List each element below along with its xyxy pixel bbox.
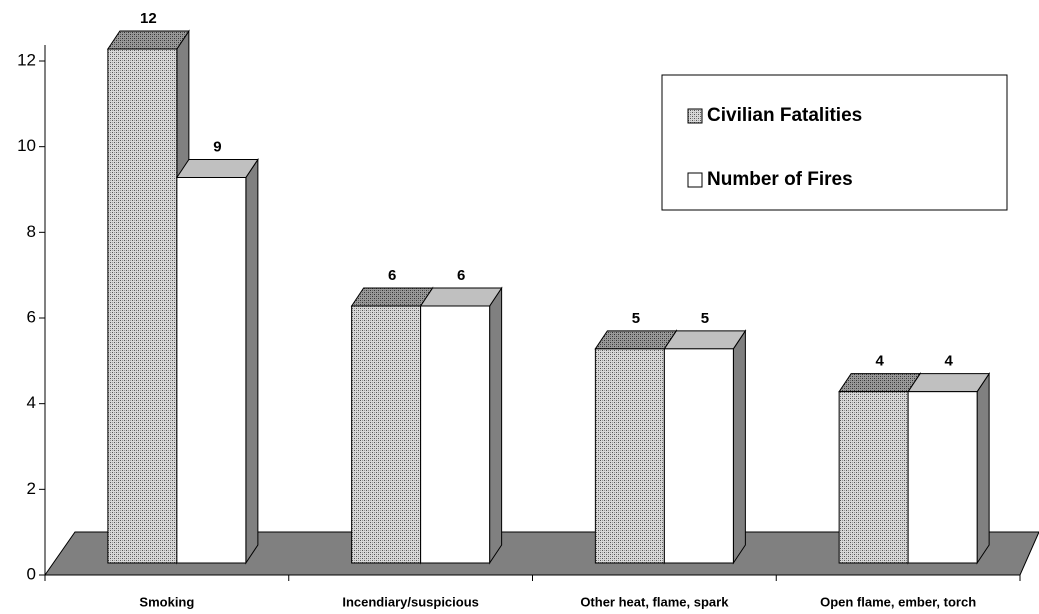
bar-top (663, 330, 747, 350)
bar-side (976, 372, 990, 565)
value-label: 12 (140, 10, 157, 27)
bar (663, 348, 734, 564)
legend-label: Number of Fires (707, 169, 853, 190)
value-label: 4 (944, 353, 953, 370)
legend-box (661, 74, 1008, 211)
bar (107, 48, 178, 564)
bar-side (245, 157, 259, 565)
bar-top (838, 373, 922, 393)
value-label: 9 (213, 138, 221, 155)
bar (907, 391, 978, 564)
bar-top (594, 330, 678, 350)
bar (838, 391, 909, 564)
y-tick-label: 10 (17, 136, 36, 155)
bar (594, 348, 665, 564)
y-tick-label: 0 (27, 564, 36, 583)
bar (420, 305, 491, 564)
legend-swatch (687, 108, 703, 124)
bar-top (350, 287, 434, 307)
legend-swatch (687, 172, 703, 188)
x-tick-label: Smoking (139, 594, 194, 609)
value-label: 5 (701, 310, 709, 327)
y-tick-label: 6 (27, 307, 36, 326)
bar-side (489, 286, 503, 565)
bar-side (732, 329, 746, 565)
y-tick-label: 2 (27, 479, 36, 498)
value-label: 5 (632, 310, 640, 327)
x-tick-label: Open flame, ember, torch (820, 594, 976, 609)
value-label: 6 (388, 267, 396, 284)
bar-top (106, 30, 190, 50)
y-tick-label: 4 (27, 393, 36, 412)
bar-top (175, 159, 259, 178)
x-tick-label: Incendiary/suspicious (342, 594, 479, 609)
bar-top (907, 373, 991, 393)
y-tick-label: 12 (17, 50, 36, 69)
bar (176, 177, 247, 564)
value-label: 4 (875, 353, 884, 370)
x-tick-label: Other heat, flame, spark (580, 594, 729, 609)
legend-label: Civilian Fatalities (707, 105, 862, 126)
value-label: 6 (457, 267, 465, 284)
bar-top (419, 287, 503, 307)
bar (351, 305, 422, 564)
y-tick-label: 8 (27, 222, 36, 241)
